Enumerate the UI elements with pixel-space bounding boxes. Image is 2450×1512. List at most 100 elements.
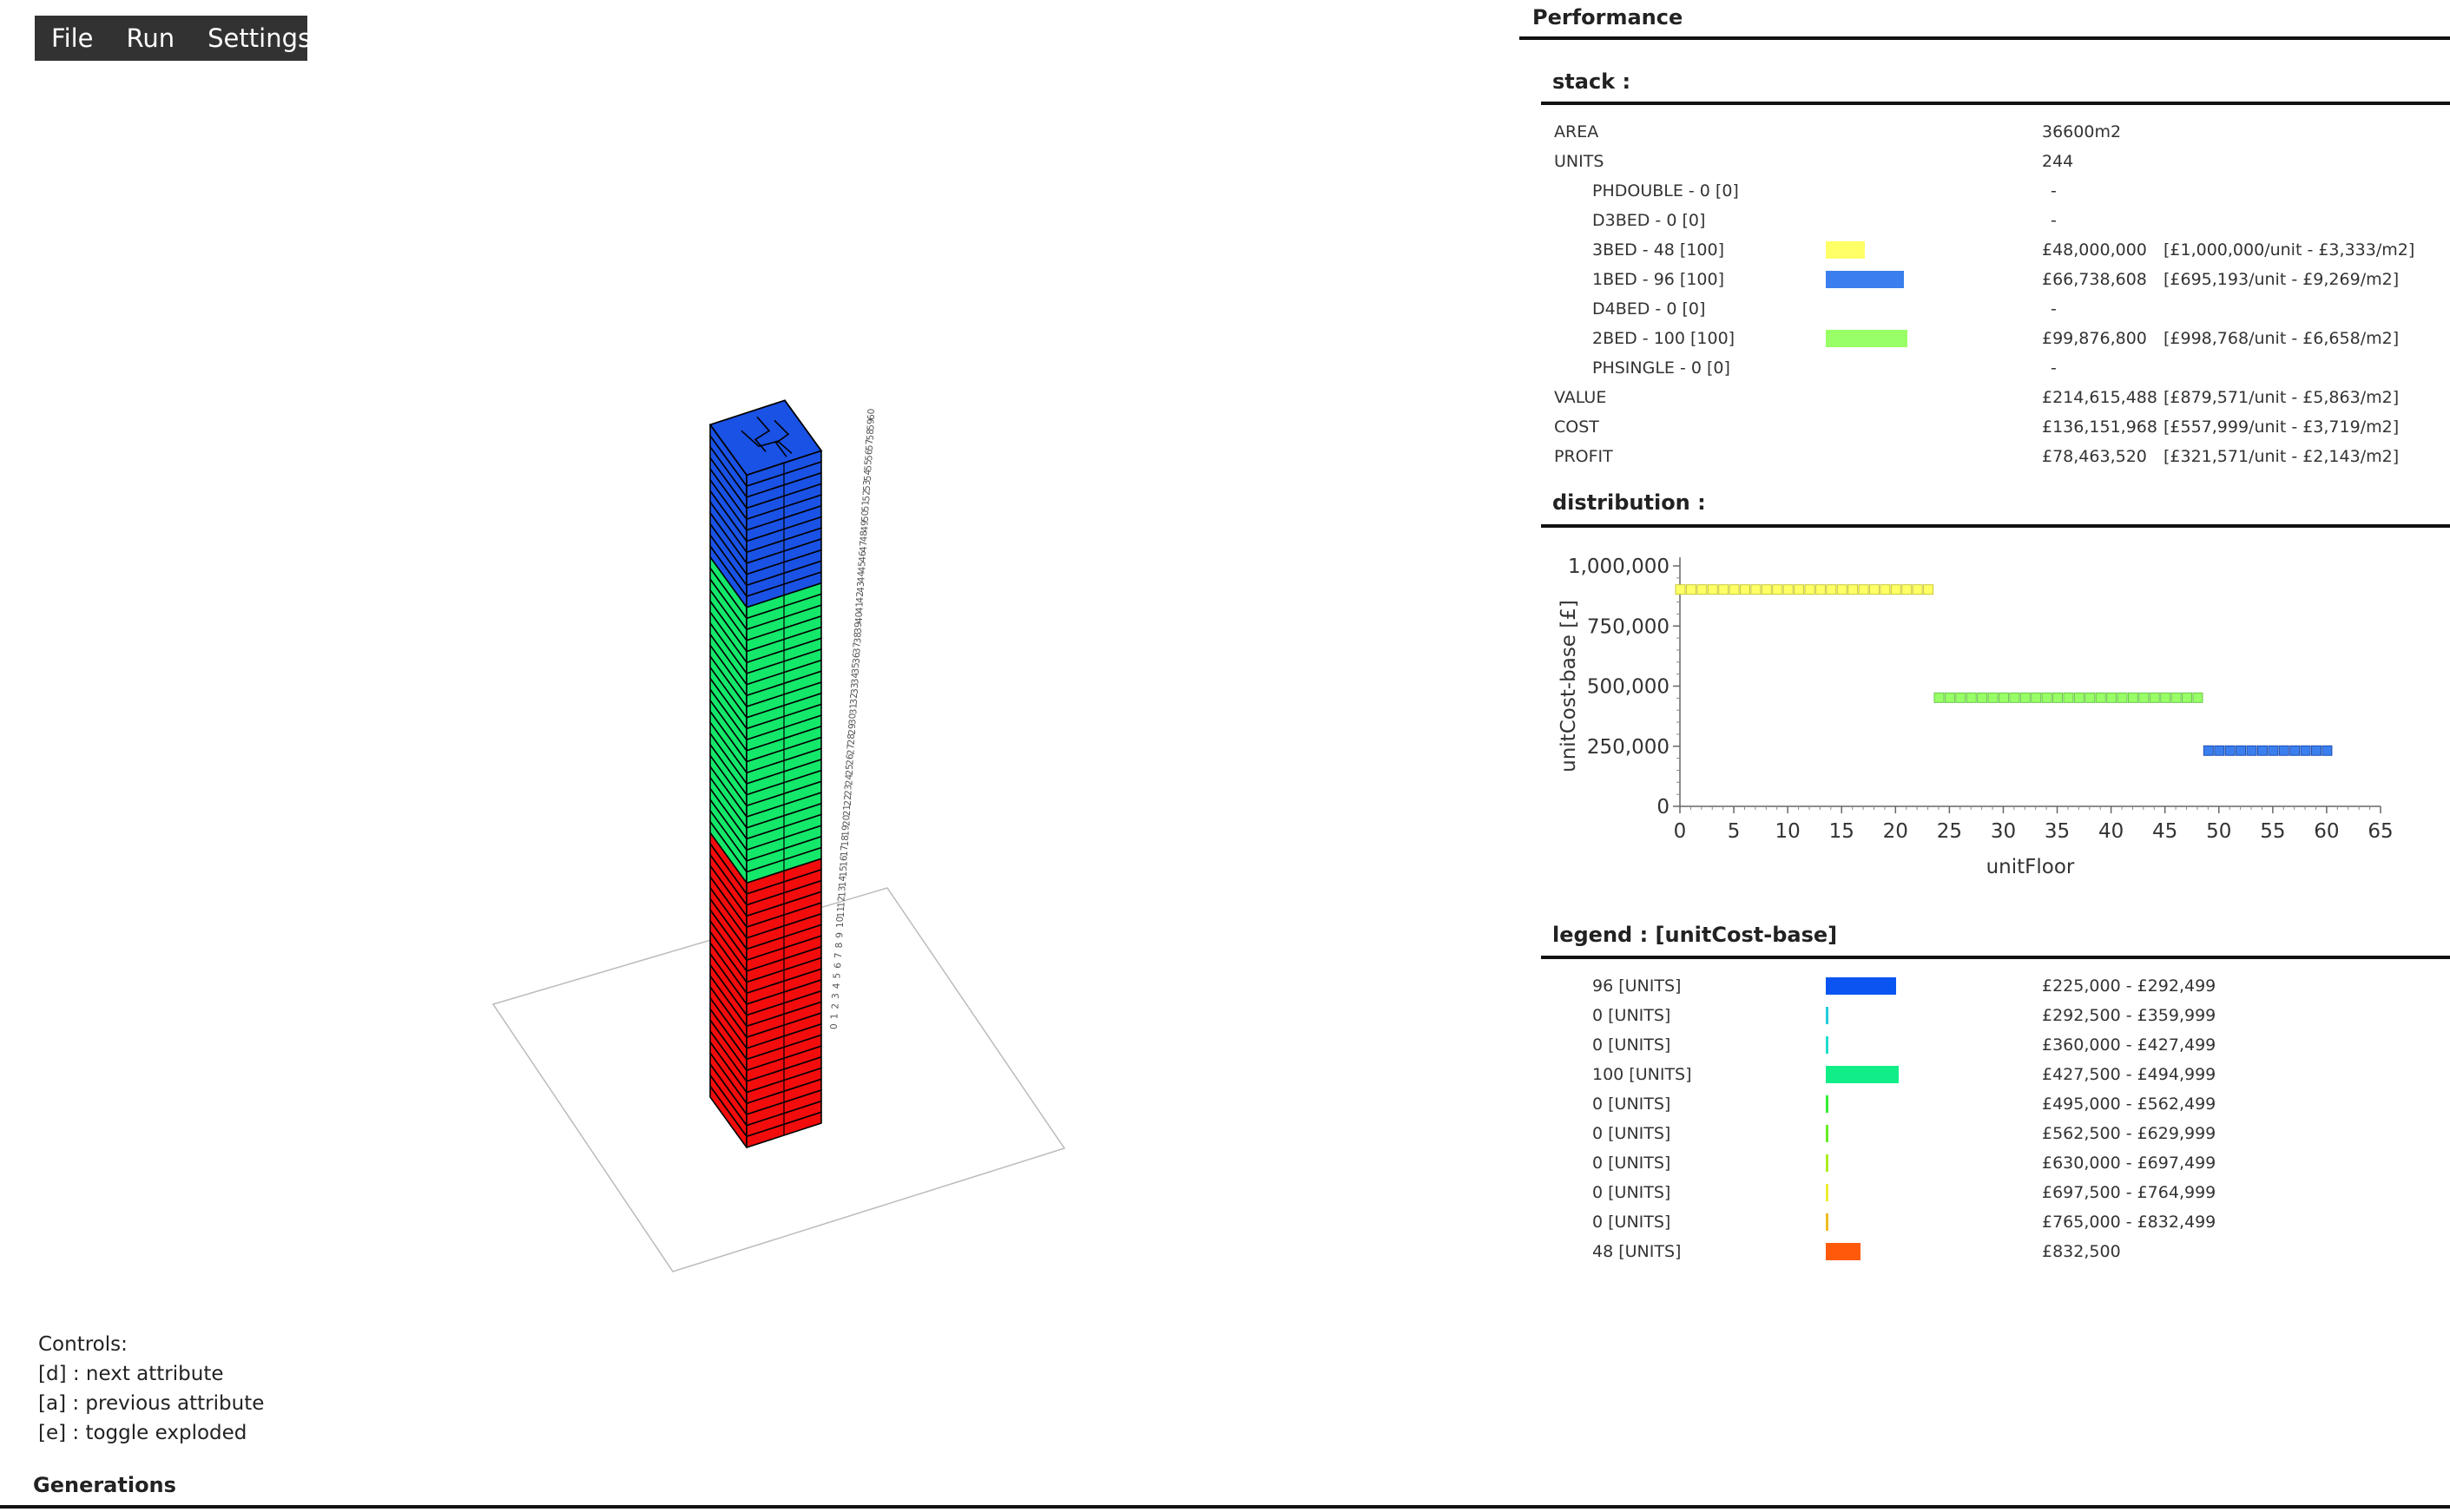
x-tick-label: 45 [2152, 820, 2177, 843]
chart-point [1998, 692, 2009, 703]
legend-row: 0 [UNITS] £765,000 - £832,499 [1554, 1207, 2448, 1237]
unit-type-detail: [£695,193/unit - £9,269/m2] [2164, 270, 2400, 289]
x-axis-label: unitFloor [1986, 856, 2075, 878]
legend-count-label: 100 [UNITS] [1592, 1065, 1692, 1084]
x-tick-label: 65 [2368, 820, 2393, 843]
legend-count-label: 0 [UNITS] [1592, 1183, 1671, 1202]
floor-label: 16 [840, 855, 850, 867]
units-value: 244 [2042, 152, 2074, 171]
chart-point [2268, 745, 2279, 756]
roof-unit-outline [754, 416, 771, 452]
chart-point [1890, 584, 1901, 595]
units-label: UNITS [1554, 152, 1604, 171]
legend-range: £630,000 - £697,499 [2042, 1154, 2216, 1173]
profit-total: £78,463,520 [2042, 447, 2147, 466]
floor-label: 7 [833, 952, 844, 958]
legend-row: 96 [UNITS] £225,000 - £292,499 [1554, 971, 2448, 1001]
chart-point [2073, 692, 2084, 703]
chart-point [1804, 584, 1815, 595]
floor-label: 23 [844, 785, 854, 796]
floor-label: 3 [831, 993, 841, 999]
floor-label: 55 [864, 459, 874, 470]
floor-label: 43 [856, 582, 866, 593]
legend-count-label: 0 [UNITS] [1592, 1213, 1671, 1232]
x-tick-label: 20 [1883, 820, 1908, 843]
3d-viewport[interactable]: 0123456789101112131415161718192021222324… [0, 78, 1511, 1293]
legend-count-label: 96 [UNITS] [1592, 976, 1682, 996]
floor-label: 14 [838, 876, 848, 888]
chart-point [2031, 692, 2042, 703]
menu-file[interactable]: File [51, 23, 94, 53]
floor-label: 11 [836, 906, 846, 917]
legend-row: 0 [UNITS] £292,500 - £359,999 [1554, 1001, 2448, 1030]
legend-row: 0 [UNITS] £697,500 - £764,999 [1554, 1178, 2448, 1207]
chart-point [2106, 692, 2117, 703]
floor-label: 36 [852, 652, 862, 664]
legend-row: 48 [UNITS] £832,500 [1554, 1237, 2448, 1266]
legend-row: 100 [UNITS] £427,500 - £494,999 [1554, 1060, 2448, 1089]
chart-point [1729, 584, 1740, 595]
floor-label: 38 [853, 632, 863, 643]
floor-label: 52 [861, 490, 872, 501]
x-tick-label: 25 [1937, 820, 1962, 843]
legend-row: 0 [UNITS] £360,000 - £427,499 [1554, 1030, 2448, 1060]
unit-type-detail: [£1,000,000/unit - £3,333/m2] [2164, 240, 2415, 260]
floor-label: 32 [849, 693, 859, 704]
unit-type-label: 1BED - 96 [100] [1592, 270, 1724, 289]
floor-label: 22 [843, 794, 853, 805]
unit-type-label: D4BED - 0 [0] [1592, 299, 1706, 319]
chart-axes: 0 5 10 15 20 25 30 35 40 45 50 55 60 65 0 250,000 500,00… [1568, 555, 2394, 843]
chart-point [1955, 692, 1966, 703]
unit-type-label: PHDOUBLE - 0 [0] [1592, 181, 1739, 201]
chart-point [2052, 692, 2064, 703]
floor-label: 51 [861, 500, 872, 511]
legend-range: £225,000 - £292,499 [2042, 976, 2216, 996]
floor-label: 44 [857, 571, 867, 583]
unit-type-label: PHSINGLE - 0 [0] [1592, 358, 1730, 378]
generations-divider [0, 1505, 2450, 1509]
unit-type-bar [1826, 271, 1905, 288]
value-label: VALUE [1554, 388, 1607, 407]
y-tick-label: 1,000,000 [1568, 555, 1670, 578]
chart-point [1923, 584, 1934, 595]
legend-count-label: 0 [UNITS] [1592, 1124, 1671, 1143]
floor-label: 25 [845, 764, 855, 775]
floor-label: 8 [834, 943, 845, 949]
unit-type-value: £48,000,000 [2042, 240, 2147, 260]
floor-label: 9 [834, 932, 845, 938]
legend-swatch [1826, 1213, 1828, 1231]
tower-model[interactable] [708, 399, 823, 1148]
chart-point [2246, 745, 2257, 756]
menu-settings[interactable]: Settings [207, 23, 312, 53]
y-tick-label: 750,000 [1587, 615, 1670, 638]
floor-label: 49 [859, 520, 870, 531]
floor-label: 24 [844, 774, 854, 786]
x-tick-label: 0 [1674, 820, 1687, 843]
control-toggle-exploded: [e] : toggle exploded [38, 1422, 247, 1444]
chart-point [2224, 745, 2236, 756]
chart-point [1944, 692, 1955, 703]
chart-point [2256, 745, 2268, 756]
control-previous-attribute: [a] : previous attribute [38, 1392, 265, 1415]
chart-point [1880, 584, 1891, 595]
unit-type-label: 3BED - 48 [100] [1592, 240, 1724, 260]
floor-label: 50 [860, 510, 871, 522]
unit-type-row: 2BED - 100 [100] £99,876,800 [£998,768/u… [1554, 324, 2448, 353]
performance-divider [1519, 36, 2450, 40]
area-value: 36600m2 [2042, 122, 2122, 141]
legend-title: legend : [unitCost-base] [1552, 923, 1838, 947]
legend-swatch [1826, 977, 1896, 995]
menu-run[interactable]: Run [126, 23, 175, 53]
unit-type-bar [1826, 330, 1907, 347]
chart-point [2203, 745, 2214, 756]
floor-label: 37 [853, 642, 863, 654]
legend-swatch [1826, 1007, 1828, 1024]
y-tick-label: 0 [1656, 796, 1670, 818]
legend-swatch [1826, 1184, 1828, 1201]
x-tick-label: 50 [2206, 820, 2231, 843]
chart-point [1912, 584, 1923, 595]
x-tick-label: 40 [2098, 820, 2124, 843]
floor-label: 48 [859, 530, 870, 542]
floor-label: 20 [841, 815, 852, 826]
unit-type-value: - [2051, 358, 2057, 378]
